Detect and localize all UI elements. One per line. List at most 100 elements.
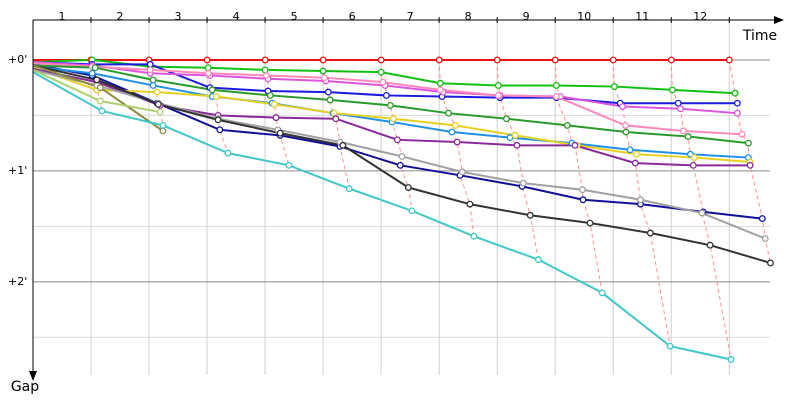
point (377, 56, 385, 64)
point (727, 356, 735, 363)
point (646, 229, 654, 237)
point (534, 256, 542, 264)
point (276, 129, 284, 137)
point (621, 121, 629, 129)
point (679, 127, 687, 135)
point (493, 56, 501, 64)
point (216, 126, 224, 134)
x-tick-label: 3 (175, 10, 182, 23)
x-axis-arrow (774, 16, 784, 24)
point (767, 259, 774, 267)
x-tick-label: 2 (117, 10, 124, 23)
point (632, 150, 640, 158)
y-axis-arrow (29, 371, 37, 381)
lap-line (496, 59, 539, 260)
x-tick-label: 10 (577, 10, 591, 23)
point (262, 72, 270, 79)
point (203, 56, 211, 64)
point (733, 99, 741, 107)
point (494, 91, 502, 99)
point (93, 76, 101, 84)
point (579, 186, 586, 194)
point (396, 161, 404, 169)
point (444, 109, 452, 117)
point (261, 56, 269, 64)
point (435, 56, 443, 64)
point (458, 168, 466, 176)
point (154, 100, 162, 108)
point (761, 235, 769, 242)
point (551, 56, 559, 64)
point (156, 108, 164, 116)
point (610, 83, 618, 91)
point (586, 219, 594, 227)
point (319, 67, 327, 75)
x-tick-label: 11 (635, 10, 649, 23)
point (668, 86, 676, 94)
point (98, 107, 106, 115)
point (212, 93, 220, 100)
point (266, 91, 274, 99)
x-tick-label: 4 (233, 10, 240, 23)
point (758, 215, 766, 223)
point (674, 99, 682, 107)
x-tick-label: 1 (59, 10, 66, 23)
point (684, 133, 692, 140)
series-line (32, 65, 749, 159)
point (149, 82, 157, 89)
point (153, 88, 161, 96)
x-tick-label: 9 (523, 10, 530, 23)
series-line (32, 71, 732, 361)
point (552, 93, 560, 100)
point (626, 146, 634, 154)
point (159, 121, 167, 129)
point (436, 86, 444, 94)
point (91, 64, 99, 72)
point (404, 184, 412, 191)
point (204, 64, 212, 72)
point (224, 149, 232, 157)
y-axis-label: Gap (11, 379, 39, 395)
point (149, 76, 157, 84)
point (96, 97, 104, 105)
point (631, 159, 639, 167)
point (204, 69, 212, 77)
point (622, 128, 630, 136)
point (377, 68, 385, 76)
point (733, 109, 741, 117)
point (725, 56, 733, 64)
point (470, 232, 478, 240)
point (96, 84, 104, 92)
x-tick-label: 8 (465, 10, 472, 23)
point (744, 139, 752, 147)
point (330, 109, 338, 117)
point (146, 60, 154, 68)
point (326, 96, 334, 104)
point (637, 196, 644, 204)
point (579, 196, 587, 204)
x-tick-label: 12 (693, 10, 707, 23)
point (389, 115, 397, 123)
point (519, 179, 527, 187)
point (324, 88, 332, 96)
point (146, 66, 154, 74)
point (386, 101, 394, 109)
point (320, 74, 328, 82)
point (453, 138, 461, 146)
point (738, 130, 746, 138)
point (379, 78, 387, 86)
y-tick-label: +1' (8, 164, 27, 177)
point (690, 154, 698, 162)
point (526, 211, 534, 219)
point (448, 128, 456, 136)
point (270, 100, 278, 108)
y-tick-label: +2' (8, 275, 27, 288)
point (494, 82, 502, 89)
point (609, 56, 617, 64)
x-tick-label: 6 (349, 10, 356, 23)
point (393, 136, 401, 144)
point (598, 289, 606, 297)
point (563, 121, 571, 129)
x-tick-label: 5 (291, 10, 298, 23)
